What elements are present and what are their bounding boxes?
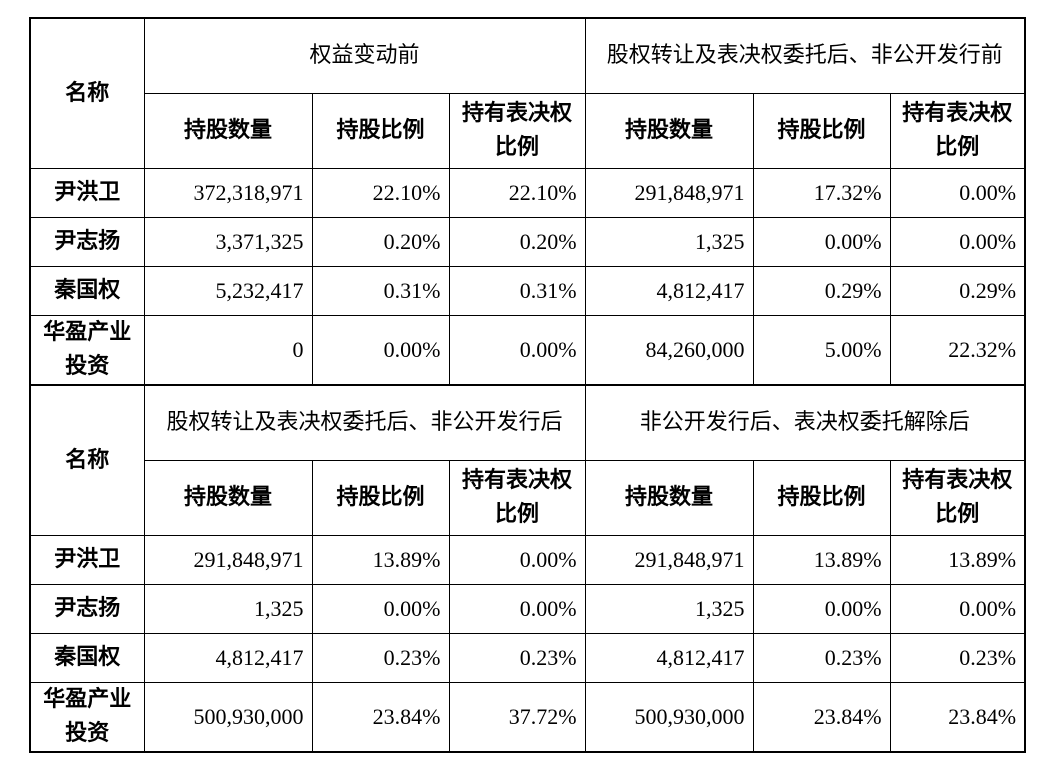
table-cell: 17.32% <box>752 168 891 218</box>
table-cell: 0.00% <box>448 315 586 386</box>
row-name: 秦国权 <box>29 633 145 683</box>
name-column-header: 名称 <box>29 17 145 169</box>
table-cell: 0.00% <box>889 217 1026 267</box>
table-cell: 0.00% <box>752 217 891 267</box>
table-cell: 37.72% <box>448 682 586 753</box>
table-cell: 500,930,000 <box>143 682 313 753</box>
table-cell: 0.20% <box>448 217 586 267</box>
group-header: 非公开发行后、表决权委托解除后 <box>584 384 1026 461</box>
row-name: 华盈产业投资 <box>29 682 145 753</box>
table-cell: 291,848,971 <box>584 168 754 218</box>
table-cell: 4,812,417 <box>584 266 754 316</box>
table-cell: 22.10% <box>311 168 450 218</box>
column-header: 持有表决权比例 <box>448 93 586 169</box>
table-row: 华盈产业投资 0 0.00% 0.00% 84,260,000 5.00% 22… <box>29 315 1026 386</box>
table-cell: 23.84% <box>311 682 450 753</box>
column-header: 持股数量 <box>143 460 313 536</box>
column-header: 持股比例 <box>752 460 891 536</box>
table-cell: 0.23% <box>311 633 450 683</box>
group-header: 股权转让及表决权委托后、非公开发行后 <box>143 384 586 461</box>
table-cell: 13.89% <box>752 535 891 585</box>
table-cell: 291,848,971 <box>584 535 754 585</box>
column-header: 持股比例 <box>311 460 450 536</box>
column-header: 持股比例 <box>311 93 450 169</box>
table-row: 尹洪卫 372,318,971 22.10% 22.10% 291,848,97… <box>29 168 1026 218</box>
table-cell: 0.31% <box>448 266 586 316</box>
column-header: 持股比例 <box>752 93 891 169</box>
table-cell: 0.23% <box>448 633 586 683</box>
row-name: 华盈产业投资 <box>29 315 145 386</box>
table-cell: 291,848,971 <box>143 535 313 585</box>
table-cell: 3,371,325 <box>143 217 313 267</box>
table-cell: 4,812,417 <box>143 633 313 683</box>
section-2-sub-header-row: 持股数量 持股比例 持有表决权比例 持股数量 持股比例 持有表决权比例 <box>30 460 1026 536</box>
table-cell: 0.20% <box>311 217 450 267</box>
table-cell: 22.10% <box>448 168 586 218</box>
section-1-sub-header-row: 持股数量 持股比例 持有表决权比例 持股数量 持股比例 持有表决权比例 <box>30 93 1026 169</box>
column-header: 持股数量 <box>584 460 754 536</box>
table-cell: 13.89% <box>311 535 450 585</box>
table-cell: 1,325 <box>143 584 313 634</box>
group-header: 权益变动前 <box>143 17 586 94</box>
table-cell: 23.84% <box>752 682 891 753</box>
table-cell: 0.29% <box>889 266 1026 316</box>
table-cell: 0.31% <box>311 266 450 316</box>
table-cell: 500,930,000 <box>584 682 754 753</box>
table-cell: 0.00% <box>311 584 450 634</box>
table-cell: 372,318,971 <box>143 168 313 218</box>
table-cell: 22.32% <box>889 315 1026 386</box>
table-cell: 5,232,417 <box>143 266 313 316</box>
table-cell: 4,812,417 <box>584 633 754 683</box>
table-cell: 0 <box>143 315 313 386</box>
row-name: 尹洪卫 <box>29 168 145 218</box>
row-name: 尹志扬 <box>29 584 145 634</box>
group-header: 股权转让及表决权委托后、非公开发行前 <box>584 17 1026 94</box>
column-header: 持有表决权比例 <box>889 460 1026 536</box>
row-name: 秦国权 <box>29 266 145 316</box>
table-cell: 0.00% <box>889 584 1026 634</box>
table-cell: 1,325 <box>584 584 754 634</box>
name-column-header: 名称 <box>29 384 145 536</box>
section-1-group-header-row: 名称 权益变动前 股权转让及表决权委托后、非公开发行前 <box>29 17 1026 169</box>
table-row: 尹洪卫 291,848,971 13.89% 0.00% 291,848,971… <box>29 535 1026 585</box>
column-header: 持有表决权比例 <box>448 460 586 536</box>
row-name: 尹洪卫 <box>29 535 145 585</box>
table-cell: 0.23% <box>889 633 1026 683</box>
table-row: 秦国权 5,232,417 0.31% 0.31% 4,812,417 0.29… <box>29 266 1026 316</box>
table-cell: 0.23% <box>752 633 891 683</box>
table-row: 尹志扬 3,371,325 0.20% 0.20% 1,325 0.00% 0.… <box>29 217 1026 267</box>
table-cell: 0.00% <box>311 315 450 386</box>
table-cell: 23.84% <box>889 682 1026 753</box>
section-2-group-header-row: 名称 股权转让及表决权委托后、非公开发行后 非公开发行后、表决权委托解除后 <box>29 384 1026 536</box>
column-header: 持股数量 <box>584 93 754 169</box>
column-header: 持有表决权比例 <box>889 93 1026 169</box>
table-cell: 5.00% <box>752 315 891 386</box>
table-cell: 84,260,000 <box>584 315 754 386</box>
table-cell: 0.00% <box>448 584 586 634</box>
table-cell: 0.00% <box>448 535 586 585</box>
table-cell: 0.00% <box>889 168 1026 218</box>
column-header: 持股数量 <box>143 93 313 169</box>
table-row: 华盈产业投资 500,930,000 23.84% 37.72% 500,930… <box>29 682 1026 753</box>
table-cell: 0.00% <box>752 584 891 634</box>
row-name: 尹志扬 <box>29 217 145 267</box>
table-cell: 0.29% <box>752 266 891 316</box>
table-cell: 13.89% <box>889 535 1026 585</box>
shareholding-table: 名称 权益变动前 股权转让及表决权委托后、非公开发行前 持股数量 持股比例 持有… <box>29 17 1027 753</box>
table-row: 尹志扬 1,325 0.00% 0.00% 1,325 0.00% 0.00% <box>29 584 1026 634</box>
table-cell: 1,325 <box>584 217 754 267</box>
table-row: 秦国权 4,812,417 0.23% 0.23% 4,812,417 0.23… <box>29 633 1026 683</box>
